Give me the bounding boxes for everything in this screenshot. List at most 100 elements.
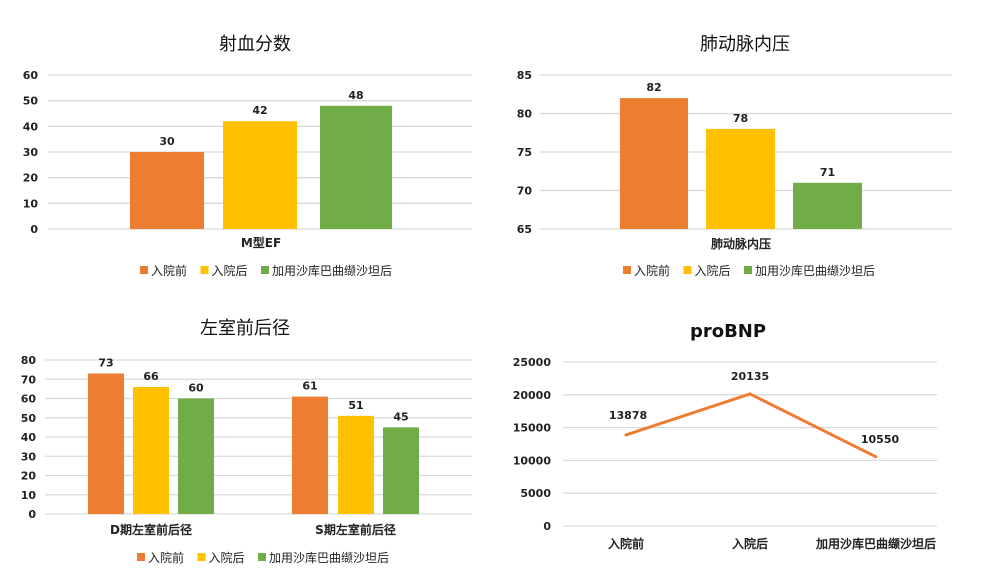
- x-tick-label: 入院前: [608, 536, 644, 551]
- y-tick-label: 65: [517, 223, 532, 236]
- data-label: 13878: [609, 409, 647, 422]
- legend-label: 加用沙库巴曲缬沙坦后: [755, 263, 875, 278]
- y-tick-label: 20: [23, 172, 39, 185]
- legend-label: 入院后: [695, 264, 731, 278]
- legend-item: 加用沙库巴曲缬沙坦后: [258, 550, 389, 565]
- data-label: 42: [252, 104, 267, 117]
- bar: [133, 386, 169, 514]
- bar: [706, 128, 775, 229]
- legend-swatch: [137, 553, 145, 561]
- legend-item: 入院后: [683, 264, 731, 278]
- bar: [320, 105, 392, 229]
- data-label: 82: [646, 81, 661, 94]
- data-label: 51: [348, 399, 363, 412]
- x-tick-label: M型EF: [241, 235, 281, 250]
- bar: [130, 152, 204, 229]
- data-label: 66: [143, 370, 159, 383]
- chart-title: 肺动脉内压: [700, 34, 790, 55]
- legend-label: 加用沙库巴曲缬沙坦后: [272, 263, 392, 278]
- y-tick-label: 80: [21, 354, 37, 367]
- y-tick-label: 20: [21, 470, 37, 483]
- chart-title: proBNP: [690, 321, 766, 342]
- bar: [793, 182, 862, 229]
- y-tick-label: 60: [23, 69, 39, 82]
- bar: [383, 427, 419, 514]
- data-label: 60: [188, 382, 204, 395]
- legend-item: 入院后: [200, 264, 248, 278]
- y-tick-label: 30: [23, 146, 39, 159]
- legend-item: 入院后: [197, 551, 245, 565]
- data-label: 45: [393, 410, 408, 423]
- legend-swatch: [683, 266, 692, 274]
- data-point: [624, 433, 628, 437]
- data-label: 78: [733, 112, 748, 125]
- y-tick-label: 10000: [513, 454, 552, 467]
- x-tick-label: D期左室前后径: [110, 522, 192, 537]
- y-tick-label: 30: [21, 450, 37, 463]
- data-label: 71: [820, 166, 835, 179]
- legend-swatch: [197, 553, 206, 561]
- y-tick-label: 70: [21, 373, 37, 386]
- legend-swatch: [744, 266, 752, 274]
- data-label: 61: [302, 380, 317, 393]
- y-tick-label: 10: [21, 489, 37, 502]
- chart-title: 射血分数: [219, 34, 291, 55]
- y-tick-label: 75: [517, 146, 532, 159]
- data-point: [874, 455, 878, 459]
- legend: 入院前 入院后 加用沙库巴曲缬沙坦后: [140, 263, 392, 278]
- y-tick-label: 10: [23, 197, 39, 210]
- legend: 入院前 入院后 加用沙库巴曲缬沙坦后: [137, 550, 389, 565]
- legend-label: 入院前: [151, 263, 187, 278]
- legend: 入院前 入院后 加用沙库巴曲缬沙坦后: [623, 263, 875, 278]
- bar: [292, 396, 328, 514]
- data-label: 20135: [731, 370, 769, 383]
- legend-label: 入院前: [634, 263, 670, 278]
- data-point: [748, 392, 752, 396]
- y-tick-label: 40: [21, 431, 37, 444]
- legend-swatch: [200, 266, 209, 274]
- y-tick-label: 0: [543, 520, 551, 533]
- y-tick-label: 15000: [513, 422, 552, 435]
- x-tick-label: 加用沙库巴曲缬沙坦后: [815, 536, 936, 551]
- legend-item: 入院前: [623, 263, 670, 278]
- series-line: [625, 392, 877, 459]
- chart-1: 射血分数 0 10 20 30 40 50 60 30 42 48 M型EF 入院前 入院后 加用沙库巴曲缬…: [23, 34, 472, 278]
- bar: [620, 98, 688, 229]
- x-tick-label: 入院后: [732, 536, 768, 551]
- chart-3: 左室前后径 0 10 20 30 40 50 60 70 80 73 66 60 D期左室前后径 61 51 4…: [21, 318, 472, 565]
- y-tick-label: 25000: [513, 356, 552, 369]
- x-tick-label: 肺动脉内压: [711, 236, 771, 251]
- bar: [223, 121, 297, 229]
- y-tick-label: 50: [21, 412, 37, 425]
- legend-label: 入院后: [209, 551, 245, 565]
- data-label: 73: [98, 356, 113, 369]
- y-tick-label: 40: [23, 120, 39, 133]
- legend-swatch: [258, 553, 266, 561]
- bar: [338, 415, 374, 514]
- legend-item: 加用沙库巴曲缬沙坦后: [744, 263, 875, 278]
- bar: [88, 373, 124, 514]
- x-tick-label: S期左室前后径: [315, 522, 396, 537]
- chart-title: 左室前后径: [200, 318, 290, 339]
- y-tick-label: 70: [517, 185, 533, 198]
- data-label: 48: [348, 89, 363, 102]
- legend-label: 加用沙库巴曲缬沙坦后: [269, 550, 389, 565]
- legend-item: 加用沙库巴曲缬沙坦后: [261, 263, 392, 278]
- legend-item: 入院前: [140, 263, 187, 278]
- y-tick-label: 0: [28, 508, 36, 521]
- data-label: 30: [159, 135, 175, 148]
- chart-4: proBNP 0 5000 10000 15000 20000 25000 13878 2013…: [513, 321, 937, 551]
- legend-swatch: [140, 266, 148, 274]
- y-tick-label: 5000: [520, 487, 551, 500]
- data-label: 10550: [861, 433, 900, 446]
- bar: [178, 398, 214, 514]
- legend-swatch: [623, 266, 631, 274]
- y-tick-label: 60: [21, 393, 37, 406]
- legend-item: 入院前: [137, 550, 184, 565]
- y-tick-label: 20000: [513, 389, 552, 402]
- y-tick-label: 85: [517, 69, 532, 82]
- legend-label: 入院前: [148, 550, 184, 565]
- legend-swatch: [261, 266, 269, 274]
